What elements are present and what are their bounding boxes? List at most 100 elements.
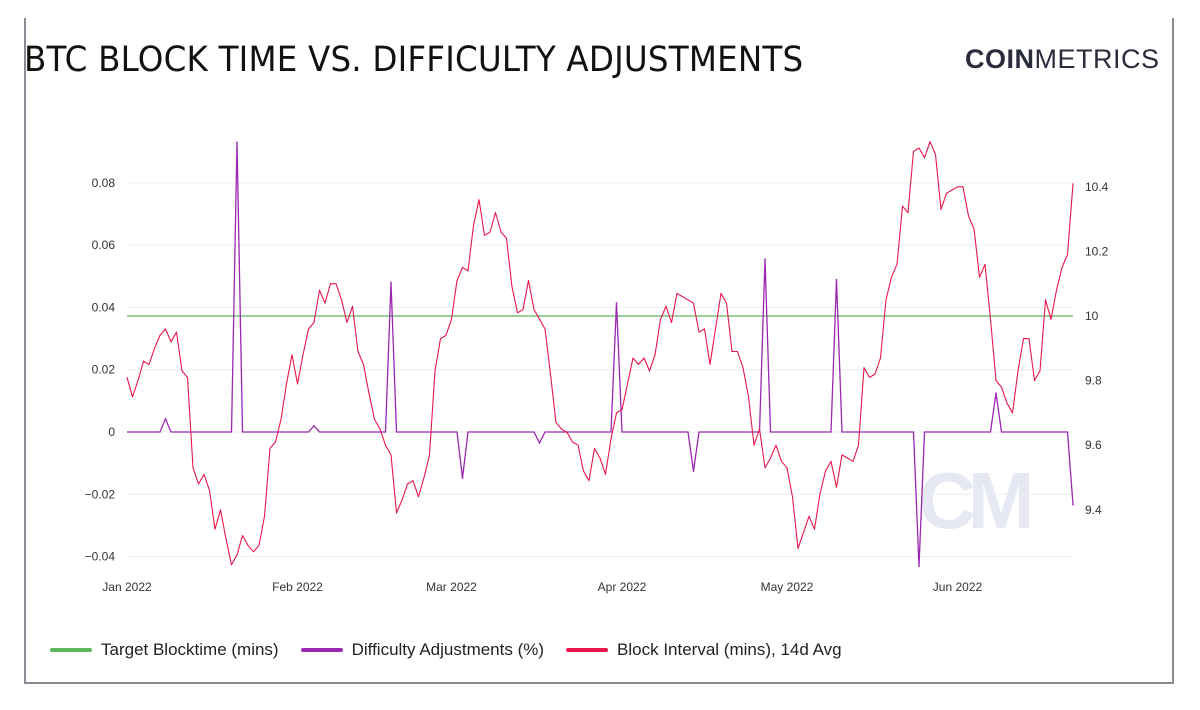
block-interval-point (209, 489, 210, 491)
block-interval-point (401, 499, 403, 501)
block-interval-point (533, 309, 535, 311)
right-tick-label: 10.2 (1085, 244, 1109, 258)
block-interval-point (830, 460, 832, 462)
block-interval-point (929, 141, 931, 143)
block-interval-point (880, 357, 881, 359)
block-interval-point (610, 438, 612, 440)
block-interval-point (275, 441, 276, 443)
block-interval-point (467, 270, 469, 272)
block-interval-point (693, 302, 694, 304)
block-interval-point (896, 263, 898, 265)
block-interval-point (797, 548, 799, 550)
block-interval-point (429, 454, 430, 456)
legend-swatch-red (566, 648, 609, 652)
block-interval-point (803, 531, 804, 533)
block-interval-point (632, 357, 634, 359)
block-interval-point (308, 328, 309, 330)
block-interval-point (792, 496, 793, 498)
block-interval-point (181, 370, 183, 372)
block-interval-point (280, 418, 282, 420)
block-interval-point (660, 318, 661, 320)
block-interval-point (517, 312, 518, 314)
block-interval-point (858, 444, 859, 446)
block-interval-point (423, 477, 425, 478)
block-interval-point (863, 367, 865, 369)
right-tick-label: 10 (1085, 309, 1099, 323)
block-interval-point (874, 373, 876, 375)
block-interval-point (132, 396, 133, 398)
block-interval-point (187, 376, 188, 378)
block-interval-point (649, 370, 650, 372)
coinmetrics-logo: COINMETRICS (965, 44, 1160, 75)
block-interval-point (869, 376, 870, 378)
legend-item-target[interactable]: Target Blocktime (mins) (50, 640, 279, 660)
block-interval-point (379, 428, 381, 430)
legend-label: Target Blocktime (mins) (101, 640, 279, 659)
block-interval-point (203, 473, 205, 475)
block-interval-point (236, 554, 238, 556)
block-interval-point (704, 328, 705, 330)
difficulty-point (390, 281, 392, 284)
block-interval-point (720, 292, 722, 294)
block-interval-point (335, 283, 337, 285)
block-interval-point (462, 267, 463, 269)
block-interval-point (1061, 267, 1063, 269)
block-interval-point (1006, 402, 1008, 404)
block-interval-point (682, 296, 683, 298)
left-tick-label: 0.04 (92, 300, 116, 314)
legend-item-difficulty[interactable]: Difficulty Adjustments (%) (300, 640, 544, 660)
legend-item-interval[interactable]: Block Interval (mins), 14d Avg (566, 640, 842, 660)
legend: Target Blocktime (mins) Difficulty Adjus… (50, 640, 864, 660)
block-interval-point (434, 370, 436, 372)
difficulty-point (918, 565, 920, 568)
x-tick-label: Feb 2022 (272, 580, 323, 594)
block-interval-point (616, 412, 617, 414)
block-interval-point (506, 237, 507, 239)
block-interval-point (979, 276, 980, 278)
block-interval-point (621, 409, 623, 411)
logo-light-text: METRICS (1034, 44, 1160, 74)
block-interval-point (253, 551, 254, 553)
x-tick-label: Jun 2022 (933, 580, 983, 594)
difficulty-point (835, 278, 838, 281)
block-interval-point (242, 535, 243, 537)
block-interval-point (154, 347, 155, 349)
block-interval-point (264, 515, 265, 517)
chart-title: BTC BLOCK TIME VS. DIFFICULTY ADJUSTMENT… (24, 40, 804, 80)
block-interval-point (445, 334, 447, 336)
block-interval-point (286, 383, 287, 385)
block-interval-point (627, 383, 628, 385)
block-interval-point (594, 447, 595, 449)
block-interval-point (1056, 289, 1057, 291)
block-interval-point (302, 354, 304, 356)
block-interval-point (511, 286, 513, 288)
difficulty-point (692, 470, 695, 473)
block-interval-point (390, 454, 392, 456)
difficulty-point (461, 477, 464, 479)
block-interval-point (687, 299, 689, 301)
block-interval-point (1034, 380, 1035, 382)
difficulty-point (995, 392, 997, 394)
block-interval-point (990, 318, 991, 320)
block-interval-point (764, 467, 766, 469)
block-interval-point (726, 302, 727, 304)
block-interval-point (808, 515, 810, 517)
block-interval-point (968, 215, 969, 217)
block-interval-point (1072, 183, 1074, 185)
block-interval-point (456, 279, 458, 281)
block-interval-point (231, 564, 232, 566)
block-interval-point (737, 351, 738, 353)
block-interval-point (577, 444, 579, 446)
block-interval-point (902, 205, 903, 207)
block-interval-point (346, 321, 348, 323)
left-tick-label: 0 (108, 425, 115, 439)
block-interval-point (698, 331, 700, 333)
block-interval-point (451, 318, 452, 320)
right-tick-label: 9.6 (1085, 438, 1102, 452)
block-interval-point (418, 496, 419, 498)
block-interval-point (528, 279, 529, 281)
block-interval-point (522, 309, 524, 311)
block-interval-point (544, 328, 546, 330)
difficulty-adjustments-line (127, 142, 1074, 567)
